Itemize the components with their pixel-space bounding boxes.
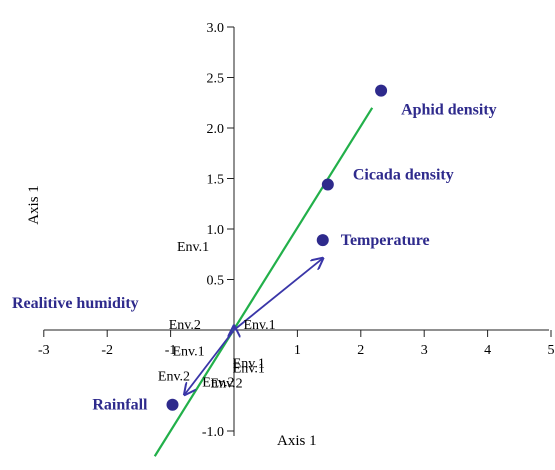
env-label: Env.1 bbox=[177, 240, 209, 255]
y-tick-label: 0.5 bbox=[207, 274, 225, 289]
variable-label: Realitive humidity bbox=[12, 295, 139, 312]
x-tick-label: -1 bbox=[165, 343, 177, 358]
x-tick-label: 4 bbox=[484, 343, 491, 358]
env-label: Env.1 bbox=[173, 344, 205, 359]
env-label: Env.2 bbox=[158, 370, 190, 385]
variable-label: Temperature bbox=[341, 232, 430, 249]
variable-label: Cicada density bbox=[353, 167, 454, 184]
env-label: Env.1 bbox=[233, 356, 265, 371]
env-label: Env.2 bbox=[211, 377, 243, 392]
y-tick-label: 3.0 bbox=[207, 21, 225, 36]
x-tick-label: 1 bbox=[294, 343, 301, 358]
env-label: Env.2 bbox=[169, 318, 201, 333]
x-axis-title: Axis 1 bbox=[277, 433, 317, 449]
env-label: Env.1 bbox=[244, 318, 276, 333]
x-tick-label: -2 bbox=[101, 343, 113, 358]
y-tick-label: -1.0 bbox=[202, 425, 224, 440]
vector-group bbox=[185, 258, 323, 394]
y-tick-label: 2.5 bbox=[207, 72, 225, 87]
vector-arrow bbox=[185, 329, 235, 395]
y-tick-label: 1.0 bbox=[207, 223, 225, 238]
data-point bbox=[375, 84, 388, 97]
y-axis-title: Axis 1 bbox=[26, 185, 42, 225]
axes: -3 -2 -1 1 2 3 4 5 -1.0 0.5 1.0 1.5 2.0 2.5 3.0 bbox=[38, 21, 555, 440]
x-tick-label: 5 bbox=[548, 343, 555, 358]
point-group bbox=[166, 84, 388, 411]
variable-label: Rainfall bbox=[92, 397, 148, 414]
y-tick-label: 2.0 bbox=[207, 122, 225, 137]
x-tick-label: -3 bbox=[38, 343, 50, 358]
data-point bbox=[321, 178, 334, 191]
variable-label-group: Aphid density Cicada density Temperature Ra… bbox=[12, 102, 497, 414]
fit-line bbox=[153, 107, 374, 457]
env-label: Env.1 bbox=[233, 361, 265, 376]
data-point bbox=[316, 234, 329, 247]
y-tick-label: 1.5 bbox=[207, 173, 225, 188]
vector-arrow bbox=[233, 258, 323, 331]
env-label: Env.2 bbox=[202, 376, 234, 391]
data-point bbox=[166, 398, 179, 411]
x-tick-label: 2 bbox=[357, 343, 364, 358]
fit-line-group bbox=[153, 107, 374, 457]
x-tick-label: 3 bbox=[421, 343, 428, 358]
variable-label: Aphid density bbox=[401, 102, 497, 119]
